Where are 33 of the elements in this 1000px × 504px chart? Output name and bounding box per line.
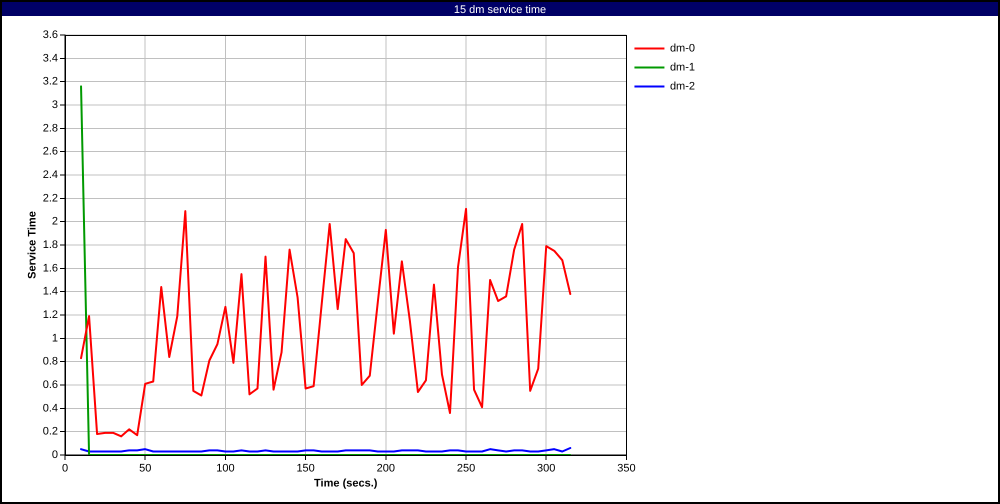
x-tick-label: 100 [216,462,235,475]
y-tick-label: 1.6 [42,262,58,274]
legend-label: dm-2 [670,80,695,93]
y-tick-label: 2.4 [42,169,58,182]
x-tick-label: 50 [139,462,152,475]
x-tick-label: 200 [376,462,395,475]
y-tick-label: 3.6 [42,29,58,42]
y-tick-label: 1.2 [42,309,58,322]
y-tick-label: 3.2 [42,76,58,88]
y-tick-label: 2 [52,216,58,228]
y-tick-label: 0.2 [42,426,58,438]
chart-title: 15 dm service time [454,4,546,16]
y-tick-label: 0.4 [42,402,58,414]
x-tick-label: 250 [456,462,476,475]
y-tick-label: 0.8 [42,356,58,368]
y-tick-label: 0.6 [42,379,58,392]
y-tick-label: 1 [52,332,58,344]
legend-label: dm-1 [670,62,695,74]
y-tick-label: 2.2 [42,192,58,204]
y-axis-title: Service Time [26,211,39,279]
x-tick-label: 300 [537,462,556,475]
y-tick-label: 1.8 [42,239,58,252]
x-tick-label: 150 [296,462,315,475]
x-tick-label: 0 [62,462,68,475]
y-tick-label: 1.4 [42,286,58,298]
y-tick-label: 2.6 [42,146,58,158]
y-tick-label: 3 [52,99,58,112]
y-tick-label: 0 [52,449,58,462]
y-tick-label: 2.8 [42,122,58,134]
y-tick-label: 3.4 [42,52,58,64]
legend-label: dm-0 [670,42,695,55]
x-axis-title: Time (secs.) [314,477,378,490]
x-tick-label: 350 [617,462,636,475]
